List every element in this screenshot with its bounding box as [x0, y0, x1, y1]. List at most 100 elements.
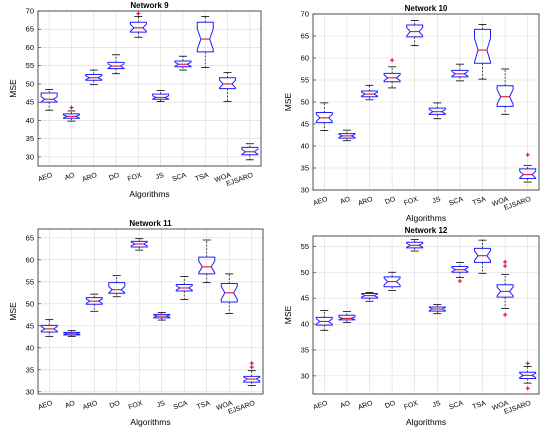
box-body — [153, 313, 171, 319]
box-body — [451, 69, 469, 78]
y-tick-label: 55 — [26, 61, 34, 70]
outlier-point — [136, 11, 141, 16]
x-tick-label: AEO — [312, 400, 329, 412]
x-tick-label: SCA — [171, 172, 187, 184]
outlier-point — [390, 58, 395, 63]
y-tick-label: 45 — [26, 321, 34, 330]
x-tick-label: ARO — [357, 196, 374, 208]
x-tick-label: DO — [108, 172, 121, 182]
y-tick-label: 65 — [26, 233, 34, 242]
box-body — [383, 72, 401, 83]
plot-area-frame — [37, 228, 264, 395]
box-body — [361, 90, 378, 98]
y-axis-label: MSE — [283, 92, 293, 111]
y-tick-label: 50 — [26, 79, 34, 88]
box-body — [219, 77, 237, 90]
outlier-point — [525, 361, 530, 366]
x-axis-label: Algorithms — [129, 189, 169, 199]
y-tick-label: 55 — [301, 242, 309, 251]
chart-title: Network 9 — [130, 1, 169, 10]
y-tick-label: 70 — [26, 7, 34, 16]
box-body — [63, 331, 81, 336]
box-body — [519, 168, 537, 180]
y-axis-label: MSE — [283, 305, 293, 324]
x-tick-label: JS — [155, 172, 165, 181]
x-tick-label: TSA — [472, 196, 487, 207]
box-aro — [361, 292, 378, 302]
box-ao — [338, 311, 356, 323]
x-tick-label: FOX — [403, 400, 419, 412]
box-tsa — [198, 239, 216, 284]
x-tick-label: TSA — [472, 400, 487, 411]
outlier-point — [525, 152, 530, 157]
box-body — [40, 92, 58, 103]
x-axis-label: Algorithms — [406, 213, 446, 223]
y-tick-label: 30 — [301, 186, 309, 195]
y-tick-label: 50 — [301, 98, 309, 107]
y-tick-label: 55 — [26, 277, 34, 286]
box-ejsaro — [243, 361, 261, 387]
x-tick-label: ARO — [357, 400, 374, 412]
x-tick-label: ARO — [81, 172, 98, 184]
box-body — [496, 284, 514, 298]
box-body — [174, 60, 192, 68]
y-tick-label: 35 — [26, 134, 34, 143]
box-body — [338, 133, 356, 139]
x-tick-label: ARO — [82, 400, 99, 412]
outlier-point — [503, 259, 508, 264]
x-tick-label: AEO — [37, 172, 54, 184]
box-body — [129, 21, 147, 33]
box-body — [196, 21, 214, 53]
outlier-point — [457, 279, 462, 284]
y-tick-label: 55 — [301, 76, 309, 85]
box-aro — [85, 69, 103, 86]
box-js — [428, 102, 446, 120]
outlier-point — [69, 105, 74, 110]
box-body — [241, 146, 259, 156]
y-tick-label: 40 — [26, 116, 34, 125]
y-tick-label: 60 — [26, 255, 34, 264]
y-tick-label: 35 — [301, 345, 309, 354]
x-tick-label: JS — [432, 196, 442, 205]
outlier-point — [249, 361, 254, 366]
outlier-point — [503, 312, 508, 317]
outlier-point — [503, 264, 508, 269]
box-ao — [63, 330, 81, 337]
x-tick-label: AO — [339, 196, 351, 206]
box-body — [406, 241, 424, 249]
x-tick-label: JS — [432, 400, 442, 409]
box-sca — [451, 63, 469, 82]
x-axis-label: Algorithms — [130, 417, 170, 427]
x-tick-label: DO — [384, 196, 397, 206]
y-tick-label: 35 — [301, 164, 309, 173]
box-body — [474, 247, 491, 263]
box-body — [220, 283, 238, 303]
y-tick-label: 40 — [301, 142, 309, 151]
box-js — [153, 312, 171, 321]
box-woa — [220, 273, 238, 314]
y-tick-label: 35 — [26, 365, 34, 374]
y-tick-label: 70 — [301, 10, 309, 19]
box-body — [361, 293, 378, 299]
x-tick-label: AEO — [312, 196, 329, 208]
box-tsa — [196, 16, 214, 68]
box-body — [40, 324, 58, 333]
box-body — [85, 73, 103, 81]
box-body — [474, 28, 491, 64]
box-body — [428, 107, 446, 115]
x-tick-label: DO — [109, 400, 122, 410]
box-body — [496, 85, 514, 107]
box-ejsaro — [241, 143, 259, 161]
box-body — [428, 306, 446, 312]
box-body — [406, 24, 424, 38]
chart-title: Network 11 — [129, 219, 172, 228]
x-axis-label: Algorithms — [406, 417, 446, 427]
x-tick-label: TSA — [196, 400, 211, 411]
outlier-point — [525, 386, 530, 391]
y-tick-label: 30 — [301, 371, 309, 380]
plot-area-frame — [312, 235, 540, 395]
box-woa — [496, 68, 514, 115]
